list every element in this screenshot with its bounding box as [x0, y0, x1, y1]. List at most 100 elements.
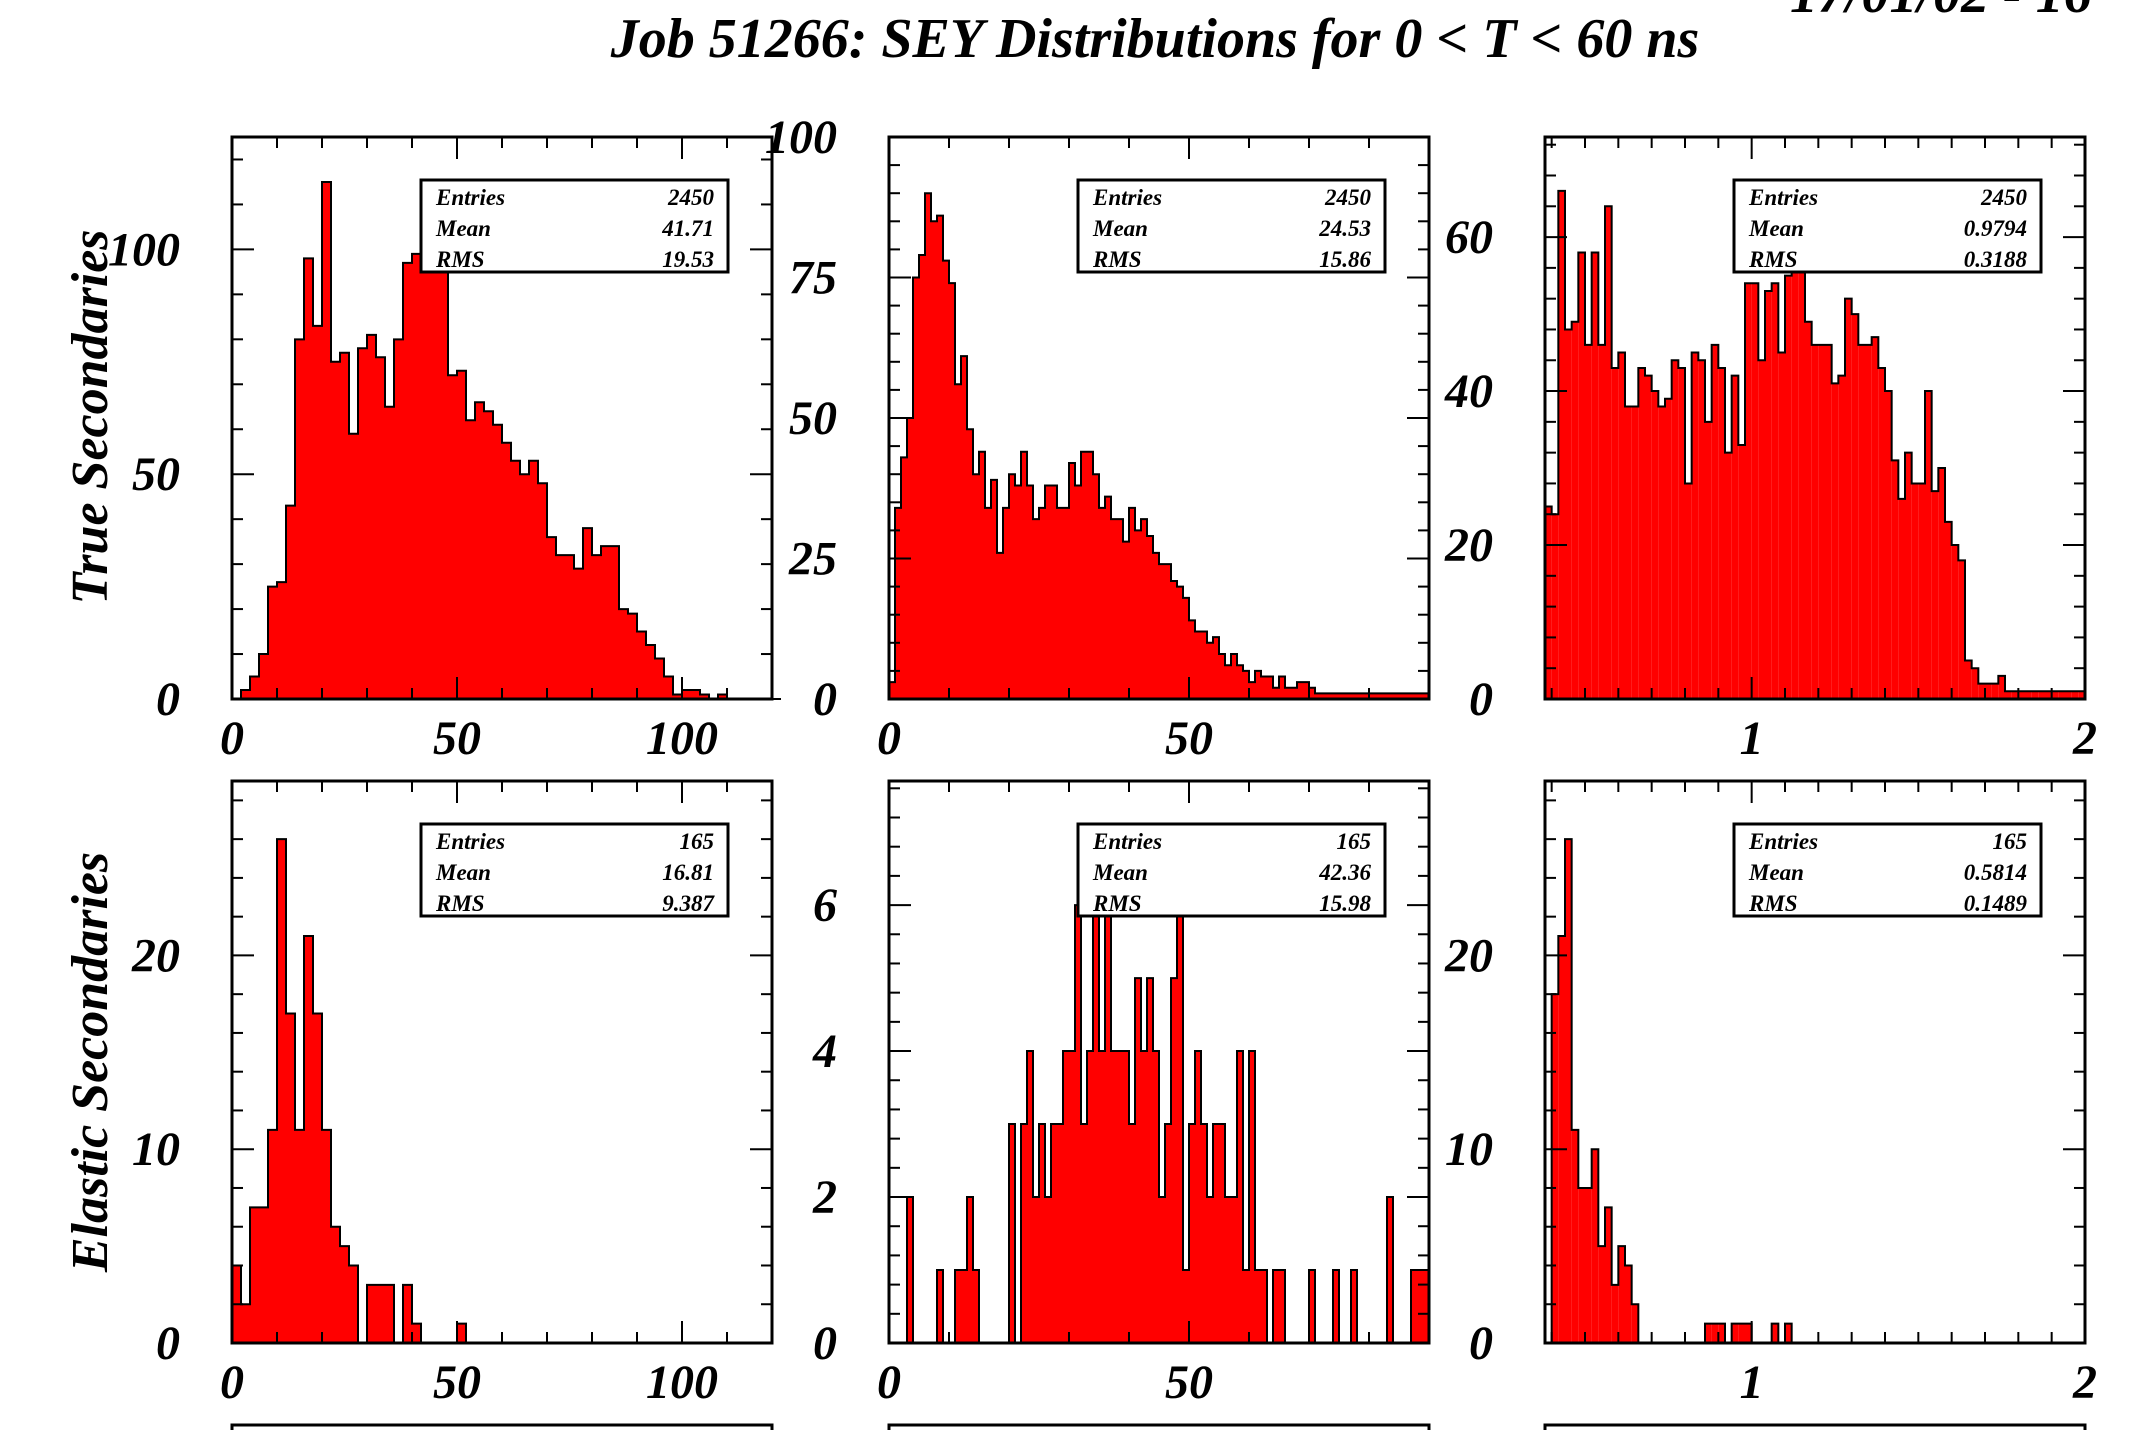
- y-tick-label: 50: [132, 448, 180, 501]
- histogram-bar: [1051, 1124, 1057, 1343]
- stats-box: Entries 2450 Mean 41.71 RMS 19.53: [419, 178, 730, 274]
- histogram-bar: [1231, 1197, 1237, 1343]
- histogram-bar: [1605, 1207, 1612, 1343]
- histogram-bar: [475, 402, 484, 699]
- histogram-bar: [1591, 1149, 1599, 1343]
- histogram-bar: [1237, 1051, 1243, 1343]
- histogram-bar: [1417, 1270, 1423, 1343]
- histogram-panel: 0 20 40 60 1 2 Entries 2450 Mean 0.9794 RMS 0.3188: [1444, 135, 2097, 765]
- stats-value: 0.9794: [1964, 216, 2027, 241]
- y-tick-label: 40: [1444, 365, 1493, 418]
- histogram-bar: [1369, 693, 1375, 699]
- histogram-bar: [1063, 1051, 1069, 1343]
- histogram-bar: [1571, 1129, 1579, 1343]
- histogram-bar: [1931, 491, 1939, 699]
- histogram-bar: [1075, 905, 1081, 1343]
- histogram-bar: [1381, 693, 1387, 699]
- histogram-bar: [2065, 691, 2072, 699]
- stats-label: RMS: [1092, 247, 1142, 272]
- histogram-bar: [1267, 676, 1273, 699]
- histogram-bar: [277, 582, 286, 699]
- histogram-bar: [1598, 344, 1605, 699]
- histogram-bar: [1417, 693, 1423, 699]
- histogram-bar: [421, 240, 430, 699]
- stats-label: Mean: [1092, 860, 1148, 885]
- histogram-bar: [349, 433, 358, 699]
- histogram-bar: [493, 424, 502, 699]
- histogram-bar: [1093, 474, 1099, 699]
- plot-frame: [1543, 135, 2087, 701]
- histogram-bar: [1785, 275, 1792, 699]
- stats-box-frame: [419, 178, 730, 274]
- stats-value: 0.5814: [1964, 860, 2027, 885]
- histogram-bar: [1087, 1051, 1093, 1343]
- histogram-bar: [367, 1284, 376, 1343]
- histogram-bar: [718, 694, 727, 699]
- histogram-bar: [1021, 1124, 1027, 1343]
- histogram-bar: [1618, 1246, 1625, 1343]
- histogram-bar: [466, 420, 475, 699]
- histogram-bar: [1665, 398, 1672, 699]
- stats-value: 15.98: [1319, 891, 1371, 916]
- histogram-bar: [385, 406, 394, 699]
- histogram-bar: [1545, 506, 1552, 699]
- histogram-bar: [1027, 485, 1033, 699]
- date-stamp: 17/01/02 - 16: [1790, 0, 2092, 25]
- histogram-bar: [1189, 620, 1195, 699]
- histogram-bar: [1141, 1051, 1147, 1343]
- histogram-bar: [1261, 1270, 1267, 1343]
- histogram-bar: [955, 1270, 961, 1343]
- histogram-bar: [1598, 1246, 1605, 1343]
- histogram-bar: [2025, 691, 2032, 699]
- histogram-bar: [1087, 451, 1093, 699]
- histogram-bar: [376, 1284, 385, 1343]
- histogram-bar: [1705, 421, 1712, 699]
- histogram-bar: [1255, 1270, 1261, 1343]
- histogram-bar: [1273, 1270, 1279, 1343]
- histogram-bar: [1171, 580, 1177, 699]
- histogram-bar: [1123, 1051, 1129, 1343]
- plot-frame: [887, 779, 1431, 1345]
- histogram-bar: [1738, 1323, 1745, 1343]
- histogram-bar: [1399, 693, 1405, 699]
- histogram-bar: [1009, 474, 1015, 699]
- histogram-bar: [1858, 344, 1865, 699]
- stats-value: 165: [680, 829, 715, 854]
- y-tick-label: 0: [813, 1317, 837, 1370]
- histogram-bar: [1565, 329, 1572, 699]
- histogram-bar: [1183, 1270, 1189, 1343]
- stats-value: 165: [1993, 829, 2028, 854]
- histogram-bar: [1309, 1270, 1315, 1343]
- histogram-bar: [2018, 691, 2025, 699]
- histogram-bar: [1618, 352, 1625, 699]
- histogram-bar: [1171, 978, 1177, 1343]
- histogram-bar: [1685, 483, 1692, 699]
- histogram-bar: [2045, 691, 2052, 699]
- histogram-bar: [322, 1129, 331, 1343]
- histogram-bar: [1985, 683, 1992, 699]
- histogram-bar: [385, 1284, 394, 1343]
- histogram-bar: [1878, 367, 1885, 699]
- histogram-bar: [1978, 683, 1985, 699]
- histogram-bar: [961, 356, 967, 699]
- histogram-bar: [250, 1207, 259, 1343]
- histogram-bar: [1201, 631, 1207, 699]
- histogram-bar: [1925, 391, 1932, 699]
- x-tick-label: 0: [220, 712, 244, 765]
- histogram-bar: [1631, 406, 1639, 699]
- histogram-bar: [565, 555, 574, 699]
- stats-box-frame: [419, 822, 730, 918]
- y-tick-label: 10: [132, 1123, 180, 1176]
- histogram-bar: [1571, 321, 1579, 699]
- histogram-bar: [1243, 1270, 1249, 1343]
- cropped-panel-frame: [1543, 1423, 2087, 1430]
- stats-label: Entries: [1748, 185, 1818, 210]
- x-tick-label: 50: [433, 712, 481, 765]
- histogram-bar: [1195, 1051, 1201, 1343]
- histogram-bar: [979, 451, 985, 699]
- histogram-bar: [1745, 283, 1752, 699]
- stats-value: 2450: [667, 185, 715, 210]
- histogram-bar: [1303, 682, 1309, 699]
- histogram-bar: [313, 325, 322, 699]
